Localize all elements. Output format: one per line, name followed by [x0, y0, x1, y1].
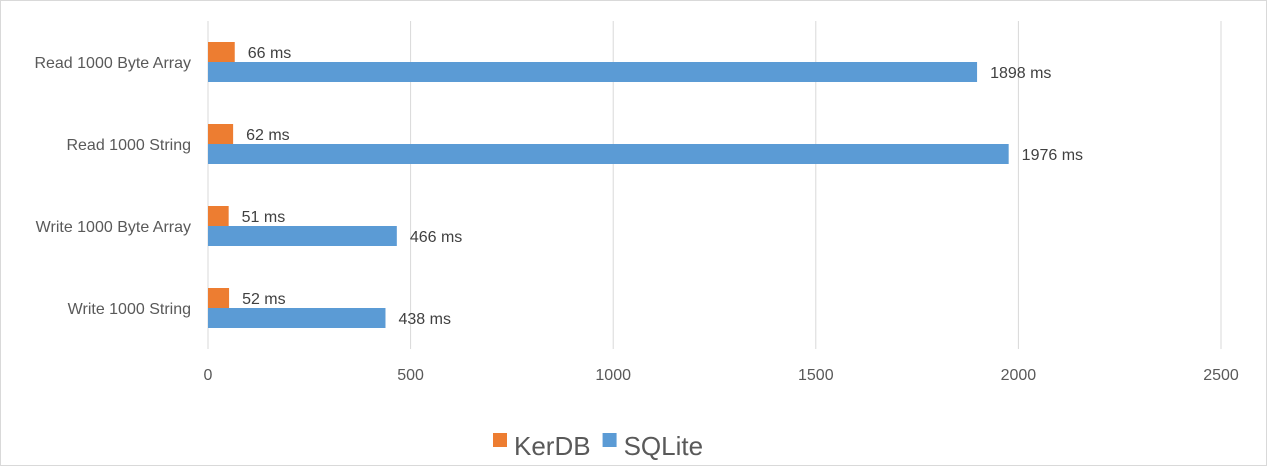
bar-kerdb-2	[208, 206, 229, 226]
bar-sqlite-2	[208, 226, 397, 246]
x-tick-label: 500	[397, 367, 424, 384]
category-labels: Read 1000 Byte Array Read 1000 String Writ…	[34, 55, 191, 318]
x-tick-label: 0	[204, 367, 213, 384]
bar-kerdb-1	[208, 124, 234, 144]
bar-sqlite-1	[208, 144, 1009, 164]
bar-sqlite-3	[208, 308, 386, 328]
x-tick-label: 1500	[798, 367, 834, 384]
category-label: Read 1000 String	[66, 137, 191, 154]
data-label-sqlite: 438 ms	[398, 311, 450, 328]
x-tick-label: 2500	[1203, 367, 1239, 384]
data-label-kerdb: 52 ms	[242, 291, 286, 308]
x-tick-label: 1000	[595, 367, 631, 384]
category-label: Write 1000 String	[68, 301, 191, 318]
x-axis-tick-labels: 0 500 1000 1500 2000 2500	[204, 367, 1239, 384]
legend-label-kerdb: KerDB	[514, 431, 591, 461]
legend: KerDB SQLite	[493, 431, 703, 461]
data-label-kerdb: 51 ms	[242, 209, 286, 226]
category-label: Read 1000 Byte Array	[34, 55, 191, 72]
legend-label-sqlite: SQLite	[624, 431, 704, 461]
legend-swatch-kerdb	[493, 433, 507, 447]
bar-kerdb-3	[208, 288, 230, 308]
bar-sqlite-0	[208, 62, 978, 82]
legend-swatch-sqlite	[602, 433, 617, 447]
data-label-sqlite: 1976 ms	[1022, 147, 1083, 164]
x-tick-label: 2000	[1001, 367, 1037, 384]
bar-kerdb-0	[208, 42, 235, 62]
bars	[208, 42, 1009, 328]
data-label-sqlite: 1898 ms	[990, 65, 1051, 82]
data-label-sqlite: 466 ms	[410, 229, 462, 246]
category-label: Write 1000 Byte Array	[36, 219, 191, 236]
data-label-kerdb: 62 ms	[246, 127, 290, 144]
data-label-kerdb: 66 ms	[248, 45, 292, 62]
bar-labels: 66 ms 1898 ms 62 ms 1976 ms 51 ms 466 ms 52 ms…	[242, 45, 1083, 328]
